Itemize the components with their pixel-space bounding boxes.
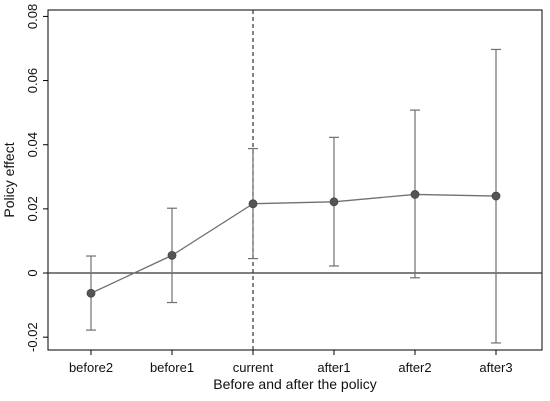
y-tick-label: 0.08 [25,4,40,29]
y-axis-title: Policy effect [1,142,17,217]
y-tick-label: 0.04 [25,132,40,157]
y-axis: -0.02 0 0.02 0.04 0.06 0.08 [25,4,48,352]
x-tick-label: before2 [69,360,113,375]
x-tick-label: before1 [150,360,194,375]
y-tick-label: -0.02 [25,322,40,352]
y-tick-label: 0.06 [25,68,40,93]
series-line [90,193,497,294]
x-tick-label: after3 [479,360,512,375]
data-points [86,190,501,298]
y-tick-label: 0 [25,269,40,276]
data-point [410,190,420,199]
x-axis: before2 before1 current after1 after2 after3 [69,350,513,375]
x-tick-label: after2 [398,360,431,375]
x-axis-title: Before and after the policy [213,376,376,392]
series-line-group [90,193,497,294]
data-point [167,250,177,260]
y-tick-label: 0.02 [25,196,40,221]
data-point [248,199,258,209]
x-tick-label: after1 [317,360,350,375]
x-tick-label: current [233,360,274,375]
data-point [491,191,501,201]
plot-area [47,9,543,351]
data-point [329,197,339,207]
data-point [86,288,96,298]
